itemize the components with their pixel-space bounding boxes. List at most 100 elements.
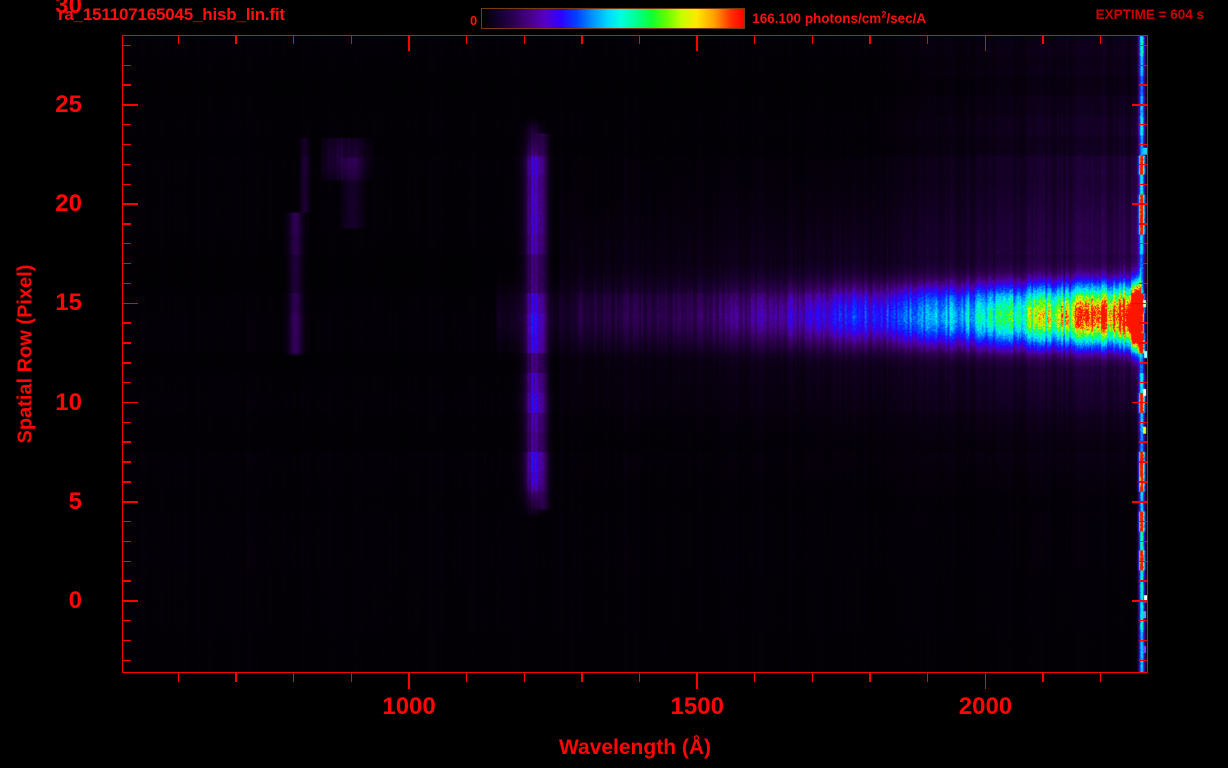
y-tick-minor bbox=[122, 639, 131, 642]
x-tick-minor-top bbox=[638, 35, 641, 44]
x-axis-title: Wavelength (Å) bbox=[558, 736, 712, 759]
y-tick-minor-right bbox=[1139, 421, 1148, 424]
y-tick-minor bbox=[122, 620, 131, 622]
y-axis-title: Spatial Row (Pixel) bbox=[14, 264, 37, 444]
y-tick-minor bbox=[122, 282, 131, 285]
y-tick-minor bbox=[122, 421, 131, 424]
exptime-label: EXPTIME = 604 s bbox=[1095, 7, 1204, 22]
x-tick-minor bbox=[235, 673, 237, 682]
x-tick-minor bbox=[869, 673, 871, 682]
x-tick-minor-top bbox=[523, 35, 525, 44]
y-tick-minor bbox=[122, 362, 131, 364]
x-tick-minor bbox=[581, 673, 583, 682]
y-tick-minor bbox=[122, 143, 131, 146]
y-tick-minor-right bbox=[1139, 322, 1148, 324]
x-tick-minor bbox=[1042, 673, 1044, 682]
x-tick-minor bbox=[754, 673, 756, 682]
y-tick-minor bbox=[122, 64, 131, 66]
y-tick-major-right bbox=[1132, 302, 1148, 305]
y-tick-minor bbox=[122, 520, 131, 523]
y-tick-major bbox=[122, 600, 138, 602]
y-tick-minor-right bbox=[1139, 481, 1148, 483]
x-tick-minor-top bbox=[811, 35, 814, 44]
y-tick-major bbox=[122, 203, 138, 205]
y-tick-minor bbox=[122, 322, 131, 324]
x-tick-minor-top bbox=[927, 35, 929, 44]
x-tick-label: 1500 bbox=[670, 693, 724, 720]
colorbar-units-exponent: 2 bbox=[881, 9, 887, 20]
y-tick-major-right bbox=[1132, 600, 1148, 602]
y-tick-minor bbox=[122, 183, 131, 185]
y-tick-minor-right bbox=[1139, 639, 1148, 642]
x-tick-major bbox=[408, 673, 410, 689]
colorbar-min-label: 0 bbox=[470, 12, 478, 28]
y-tick-minor-right bbox=[1139, 362, 1148, 364]
x-tick-minor bbox=[465, 673, 468, 682]
y-tick-minor bbox=[122, 163, 131, 166]
y-tick-minor bbox=[122, 659, 131, 662]
y-tick-minor-right bbox=[1139, 64, 1148, 66]
file-title: ra_151107165045_hisb_lin.fit bbox=[58, 5, 285, 24]
y-tick-minor-right bbox=[1139, 84, 1148, 86]
y-tick-minor bbox=[122, 223, 131, 225]
y-tick-major bbox=[122, 302, 138, 305]
y-tick-minor bbox=[122, 243, 131, 245]
x-tick-minor-top bbox=[869, 35, 871, 44]
spectrum-heatmap-canvas bbox=[123, 36, 1147, 672]
y-tick-label: 30 bbox=[55, 0, 82, 19]
x-tick-minor bbox=[811, 673, 814, 682]
y-tick-label: 0 bbox=[68, 586, 82, 614]
y-tick-minor bbox=[122, 84, 131, 86]
y-tick-label: 10 bbox=[55, 388, 82, 416]
y-tick-minor bbox=[122, 124, 131, 126]
y-tick-minor-right bbox=[1139, 223, 1148, 225]
y-tick-minor bbox=[122, 461, 131, 463]
x-tick-major bbox=[984, 673, 987, 689]
y-tick-minor bbox=[122, 342, 131, 344]
y-tick-major-right bbox=[1132, 401, 1148, 404]
y-tick-minor bbox=[122, 44, 131, 47]
y-tick-minor-right bbox=[1139, 659, 1148, 662]
y-tick-major-right bbox=[1132, 104, 1148, 106]
x-tick-major-top bbox=[984, 35, 987, 51]
colorbar-gradient bbox=[481, 7, 746, 29]
x-tick-label: 1000 bbox=[382, 693, 436, 720]
x-tick-minor-top bbox=[754, 35, 756, 44]
colorbar-max-label: 166.100 photons/cm2/sec/A bbox=[752, 9, 927, 27]
y-tick-minor-right bbox=[1139, 243, 1148, 245]
y-tick-minor-right bbox=[1139, 342, 1148, 344]
x-tick-minor-top bbox=[465, 35, 468, 44]
y-tick-minor-right bbox=[1139, 124, 1148, 126]
y-tick-minor-right bbox=[1139, 44, 1148, 47]
y-tick-minor-right bbox=[1139, 441, 1148, 443]
y-tick-minor-right bbox=[1139, 540, 1148, 543]
y-tick-minor-right bbox=[1139, 620, 1148, 622]
y-tick-label: 5 bbox=[68, 487, 82, 515]
y-tick-minor bbox=[122, 381, 131, 384]
x-tick-minor-top bbox=[1099, 35, 1102, 44]
x-tick-major bbox=[696, 673, 699, 689]
colorbar-units-tail: /sec/A bbox=[886, 11, 927, 27]
y-tick-minor bbox=[122, 580, 131, 582]
y-tick-minor bbox=[122, 481, 131, 483]
x-tick-minor bbox=[523, 673, 525, 682]
x-tick-minor bbox=[1099, 673, 1102, 682]
x-tick-minor bbox=[292, 673, 295, 682]
x-tick-minor-top bbox=[581, 35, 583, 44]
y-tick-major bbox=[122, 500, 138, 503]
y-tick-minor-right bbox=[1139, 282, 1148, 285]
y-tick-minor bbox=[122, 441, 131, 443]
y-tick-major bbox=[122, 104, 138, 106]
x-tick-label: 2000 bbox=[958, 693, 1013, 720]
y-tick-minor bbox=[122, 560, 131, 562]
y-tick-minor-right bbox=[1139, 262, 1148, 265]
x-tick-major-top bbox=[408, 35, 410, 51]
y-tick-major bbox=[122, 401, 138, 404]
y-tick-minor bbox=[122, 540, 131, 543]
x-tick-minor-top bbox=[350, 35, 352, 44]
y-tick-minor-right bbox=[1139, 163, 1148, 166]
y-tick-minor-right bbox=[1139, 580, 1148, 582]
x-tick-minor bbox=[638, 673, 641, 682]
y-tick-minor bbox=[122, 262, 131, 265]
